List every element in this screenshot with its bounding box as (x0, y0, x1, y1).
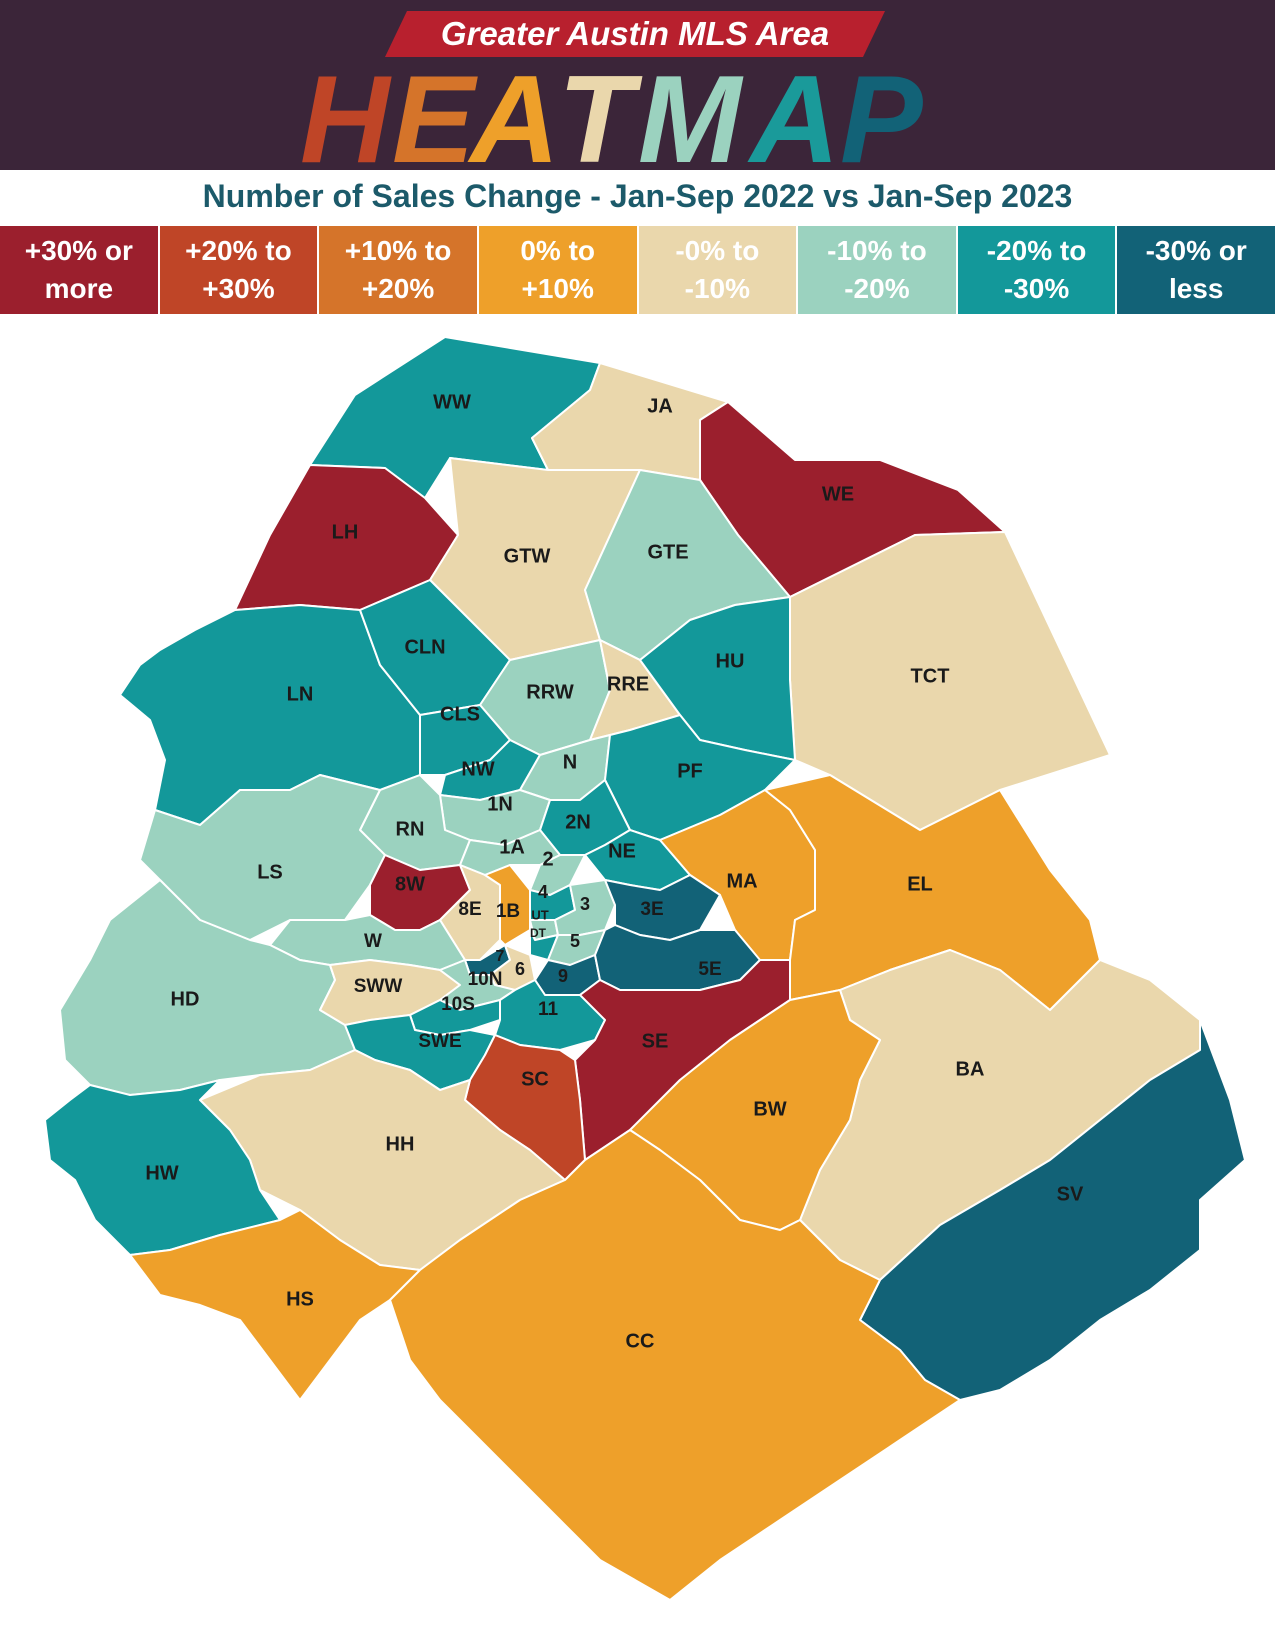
map-area-label: GTE (647, 541, 688, 563)
map-area-1b (484, 864, 531, 946)
map-area-label: 6 (515, 959, 525, 979)
map-area-label: BW (753, 1098, 786, 1120)
legend-item-label: +20% to (185, 235, 292, 266)
map-area-label: TCT (911, 665, 950, 687)
map-regions (44, 336, 1246, 1601)
title-letter: P (840, 51, 923, 170)
legend-item-label: 0% to (520, 235, 596, 266)
legend-item-label: -0% to (675, 235, 760, 266)
title-letter: A (470, 51, 560, 170)
map-area-label: 10S (441, 994, 475, 1015)
legend-item-label: +10% to (344, 235, 452, 266)
map-area-label: 1A (499, 836, 525, 858)
map-area-label: HU (716, 650, 745, 672)
map-area-label: 3 (580, 894, 590, 914)
map-area-label: SV (1057, 1183, 1084, 1205)
map-area-label: 2N (565, 811, 591, 833)
legend-item-label: more (44, 273, 114, 304)
map-area-label: 10N (468, 969, 503, 990)
legend-item-label: +30% (202, 273, 275, 304)
chart-subtitle: Number of Sales Change - Jan-Sep 2022 vs… (202, 178, 1073, 214)
legend: +30% or more +20% to +30% +10% to +20% 0% to +1… (0, 226, 1275, 314)
map-area-label: DT (530, 926, 547, 940)
title-letter: E (392, 51, 475, 170)
legend-item-label: less (1168, 273, 1224, 304)
map-area-label: LS (257, 861, 283, 883)
subtitle-ribbon: Greater Austin MLS Area (385, 9, 885, 59)
map-area-label: 1N (487, 793, 513, 815)
legend-item: -30% or less (1117, 226, 1275, 314)
header-banner: Greater Austin MLS Area H E A T M A P (0, 0, 1275, 170)
map-area-label: LH (332, 521, 359, 543)
map-area-label: RRE (607, 673, 649, 695)
map-area-label: HH (386, 1133, 415, 1155)
ribbon-text: Greater Austin MLS Area (440, 15, 830, 52)
legend-item-label: -10% to (827, 235, 927, 266)
map-area-label: SWE (418, 1031, 461, 1052)
legend-item-label: -20% to (986, 235, 1087, 266)
map-area-label: SC (521, 1068, 549, 1090)
legend-item-label: -30% (1003, 273, 1070, 304)
map-area-cc (389, 1129, 961, 1601)
map-area-label: 7 (496, 948, 505, 965)
map-area-label: 9 (558, 966, 568, 986)
map-area-label: CLS (440, 703, 480, 725)
legend-item: -20% to -30% (957, 226, 1118, 314)
map-area-label: W (364, 931, 382, 952)
map-area-label: BA (956, 1058, 985, 1080)
map-area-label: JA (647, 395, 673, 417)
map-area-label: RN (396, 818, 425, 840)
title-letter: H (300, 51, 390, 170)
map-area-label: UT (531, 907, 548, 922)
ribbon-shape (385, 11, 885, 57)
title-letter: A (750, 51, 840, 170)
legend-item: +10% to +20% (319, 226, 479, 314)
map-labels: WW JA WE LH GTW GTE TCT LN CLN RRW RRE HU CLS NW N PF 1N… (145, 391, 1084, 1352)
map-area-label: 4 (538, 882, 548, 902)
legend-item-label: +30% or (24, 235, 133, 266)
map-area-label: NW (461, 758, 494, 780)
map-area-hh (199, 1049, 566, 1271)
legend-item: -10% to -20% (798, 226, 958, 314)
map-area-label: 8W (395, 873, 425, 895)
map-area-label: PF (677, 760, 703, 782)
map-area-label: CC (626, 1330, 655, 1352)
legend-item: 0% to +10% (478, 226, 639, 314)
map-area-label: N (563, 751, 577, 773)
map-area-label: 1B (496, 901, 520, 922)
map-area-label: EL (907, 873, 933, 895)
map-area-label: 3E (640, 899, 663, 920)
map-area-label: 2 (542, 848, 553, 870)
legend-item: +20% to +30% (159, 226, 320, 314)
map-area-label: WE (822, 483, 854, 505)
legend-item-label: +10% (521, 273, 594, 304)
legend-item-label: +20% (361, 273, 435, 304)
map-area-label: 5 (570, 931, 580, 951)
map-area-label: 8E (458, 899, 481, 920)
legend-item-label: -20% (844, 273, 910, 304)
title-letter: M (638, 51, 741, 170)
legend-item-label: -30% or (1145, 235, 1247, 266)
title-letter: T (558, 51, 634, 170)
map-area-label: HW (145, 1162, 178, 1184)
map-area-label: HD (171, 988, 200, 1010)
map-area-label: RRW (526, 681, 574, 703)
heat-map-title: H E A T M A P (300, 58, 980, 170)
legend-item-label: -10% (684, 273, 750, 304)
map-area-label: 11 (538, 999, 559, 1020)
map-area-label: SE (642, 1030, 669, 1052)
map-area-label: HS (286, 1288, 314, 1310)
map-area-label: CLN (404, 636, 445, 658)
map-area-label: WW (433, 391, 471, 413)
map-area-label: MA (726, 870, 757, 892)
map-area-label: GTW (504, 545, 551, 567)
map-area-label: NE (608, 840, 636, 862)
legend-item: -0% to -10% (638, 226, 799, 314)
heat-map: WW JA WE LH GTW GTE TCT LN CLN RRW RRE HU CLS NW N PF 1N… (44, 336, 1246, 1601)
map-area-label: LN (287, 683, 314, 705)
map-area-label: SWW (354, 976, 403, 997)
map-area-label: 5E (698, 959, 721, 980)
legend-item: +30% or more (0, 226, 160, 314)
